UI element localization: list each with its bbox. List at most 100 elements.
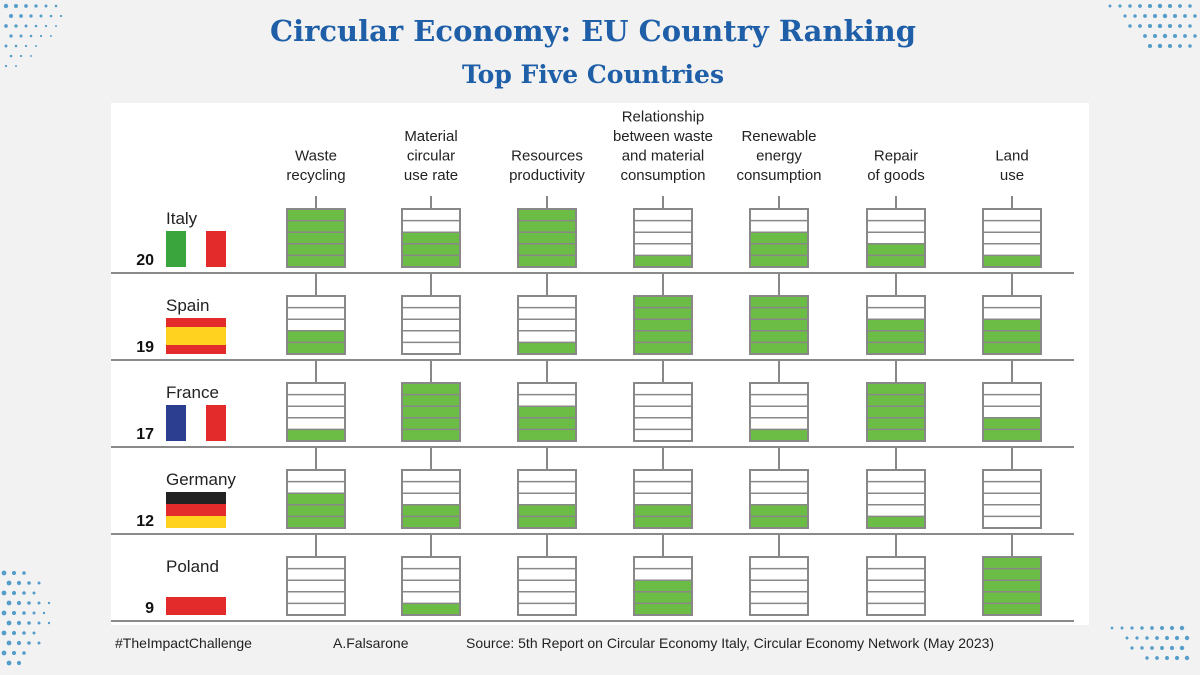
dot <box>6 620 12 626</box>
level-box <box>633 208 693 268</box>
column-header-line: Repair <box>874 148 918 165</box>
level-box <box>982 382 1042 442</box>
level-fill <box>287 493 345 528</box>
dot <box>22 611 26 615</box>
column-header-line: circular <box>407 148 455 165</box>
dot <box>11 570 17 576</box>
level-fill <box>518 406 576 441</box>
box-frame <box>866 469 926 529</box>
box-frame <box>517 469 577 529</box>
dot <box>1162 13 1168 19</box>
dot <box>11 610 17 616</box>
level-box <box>633 295 693 355</box>
dot <box>1147 23 1153 29</box>
dot <box>22 591 26 595</box>
dot <box>1188 24 1192 28</box>
level-fill <box>518 209 576 267</box>
dot <box>1183 14 1187 18</box>
dot <box>1167 43 1173 49</box>
dot <box>37 581 41 585</box>
column-header-line: use <box>1000 167 1024 184</box>
dot <box>1135 636 1139 640</box>
dot <box>59 14 63 18</box>
dot <box>1140 626 1144 630</box>
dot <box>1145 636 1149 640</box>
level-fill <box>634 296 692 354</box>
box-frame <box>517 208 577 268</box>
dot <box>1147 3 1153 9</box>
dot <box>1172 13 1178 19</box>
box-frame <box>866 556 926 616</box>
column-header-line: use rate <box>404 167 458 184</box>
dot <box>4 44 8 48</box>
box-frame <box>517 295 577 355</box>
dot <box>55 25 57 27</box>
box-frame <box>401 382 461 442</box>
dot <box>14 24 18 28</box>
dot <box>34 24 38 28</box>
footer-hashtag: #TheImpactChallenge <box>115 635 252 651</box>
dot <box>1169 625 1175 631</box>
dot <box>39 34 43 38</box>
dot <box>1150 626 1154 630</box>
dot <box>27 581 31 585</box>
box-frame <box>401 295 461 355</box>
dot <box>22 571 26 575</box>
dot <box>49 14 53 18</box>
dot <box>22 631 26 635</box>
box-frame <box>982 469 1042 529</box>
level-fill <box>402 232 460 267</box>
dot <box>1145 656 1149 660</box>
level-fill <box>983 255 1041 267</box>
level-box <box>517 295 577 355</box>
dot <box>1 570 7 576</box>
dot <box>1157 43 1163 49</box>
box-frame <box>286 469 346 529</box>
level-box <box>517 208 577 268</box>
dot <box>1152 13 1158 19</box>
box-frame <box>401 556 461 616</box>
level-fill <box>983 557 1041 615</box>
dot <box>27 601 31 605</box>
germany-flag-icon <box>166 492 226 528</box>
dot <box>1150 646 1154 650</box>
dot <box>1128 24 1132 28</box>
dot <box>1155 656 1159 660</box>
country-score: 9 <box>145 600 154 617</box>
dot <box>11 650 17 656</box>
dot <box>1167 23 1173 29</box>
country-name: Germany <box>166 470 236 489</box>
box-frame <box>401 208 461 268</box>
level-box <box>401 382 461 442</box>
dot <box>6 600 12 606</box>
dot <box>30 55 32 57</box>
column-header-line: Material <box>404 128 457 145</box>
level-fill <box>402 383 460 441</box>
level-box <box>749 382 809 442</box>
chart-panel: Waste recycling Material circular use rate Re… <box>111 103 1089 625</box>
dot <box>42 611 46 615</box>
dot <box>1130 646 1134 650</box>
dot <box>1172 33 1178 39</box>
box-frame <box>982 295 1042 355</box>
level-box <box>866 208 926 268</box>
dot <box>1108 4 1112 8</box>
dot <box>24 24 28 28</box>
dot <box>1 650 7 656</box>
dot <box>1174 635 1180 641</box>
box-frame <box>517 382 577 442</box>
level-box <box>633 556 693 616</box>
dot <box>1138 24 1142 28</box>
dot <box>1178 24 1182 28</box>
level-box <box>866 556 926 616</box>
dot <box>35 45 37 47</box>
dot <box>19 14 23 18</box>
dot <box>9 34 13 38</box>
dot <box>1165 656 1169 660</box>
level-fill <box>750 232 808 267</box>
dot <box>1138 4 1142 8</box>
footer-author: A.Falsarone <box>333 635 409 651</box>
column-header-line: consumption <box>736 167 821 184</box>
level-box <box>517 382 577 442</box>
dot <box>16 580 22 586</box>
